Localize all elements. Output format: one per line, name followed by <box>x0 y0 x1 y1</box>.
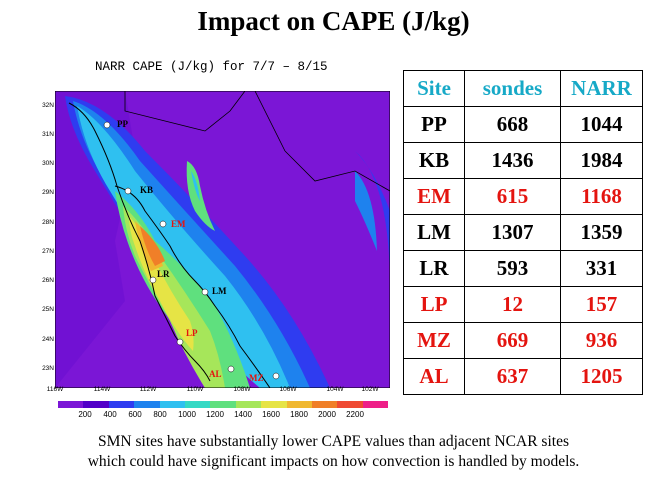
colorbar-label: 1800 <box>290 410 308 419</box>
site-label-al: AL <box>209 369 222 379</box>
cell-sondes: 1307 <box>464 214 561 251</box>
site-label-mz: MZ <box>249 373 264 383</box>
site-label-kb: KB <box>140 185 153 195</box>
lon-label: 110W <box>186 386 204 393</box>
colorbar-segment <box>337 401 363 408</box>
header-sondes: sondes <box>464 70 561 107</box>
lon-label: 114W <box>93 386 111 393</box>
colorbar-segment <box>235 401 262 408</box>
site-label-lr: LR <box>157 269 170 279</box>
lon-label: 108W <box>233 386 251 393</box>
cell-site: KB <box>403 142 465 179</box>
caption-line: which could have significant impacts on … <box>87 453 580 470</box>
colorbar-label: 2200 <box>346 410 364 419</box>
lat-label: 29N <box>42 189 54 196</box>
cell-site: LM <box>403 214 465 251</box>
colorbar-label: 2000 <box>318 410 336 419</box>
cell-site: EM <box>403 178 465 215</box>
table-row: KB 1436 1984 <box>403 142 643 179</box>
colorbar-segment <box>134 401 160 408</box>
cell-narr: 1044 <box>560 106 643 143</box>
colorbar-segment <box>184 401 211 408</box>
table-row: LP 12 157 <box>403 286 643 323</box>
colorbar-label: 1200 <box>206 410 224 419</box>
lat-label: 30N <box>42 160 54 167</box>
cell-site: PP <box>403 106 465 143</box>
site-label-em: EM <box>171 219 186 229</box>
site-label-lm: LM <box>212 286 227 296</box>
cell-site: LR <box>403 250 465 287</box>
cell-narr: 157 <box>560 286 643 323</box>
site-label-lp: LP <box>186 328 198 338</box>
lat-label: 28N <box>42 219 54 226</box>
colorbar-label: 1400 <box>234 410 252 419</box>
lat-label: 32N <box>42 102 54 109</box>
lon-label: 104W <box>326 386 344 393</box>
cell-sondes: 12 <box>464 286 561 323</box>
cell-sondes: 637 <box>464 358 561 395</box>
table-row: MZ 669 936 <box>403 322 643 359</box>
lat-label: 27N <box>42 248 54 255</box>
site-label-pp: PP <box>117 119 128 129</box>
colorbar-label: 800 <box>153 410 167 419</box>
cell-narr: 936 <box>560 322 643 359</box>
cape-map-graphic: PP KB EM LR LM LP AL MZ <box>55 91 390 388</box>
colorbar-label: 200 <box>78 410 92 419</box>
header-site: Site <box>403 70 465 107</box>
table-row: LM 1307 1359 <box>403 214 643 251</box>
colorbar-label: 400 <box>103 410 117 419</box>
colorbar-label: 600 <box>128 410 142 419</box>
colorbar-segment <box>261 401 287 408</box>
colorbar-segment <box>210 401 236 408</box>
cell-narr: 1205 <box>560 358 643 395</box>
table-row: LR 593 331 <box>403 250 643 287</box>
cell-site: MZ <box>403 322 465 359</box>
lat-label: 24N <box>42 336 54 343</box>
cell-sondes: 669 <box>464 322 561 359</box>
lat-label: 23N <box>42 365 54 372</box>
caption-line: SMN sites have substantially lower CAPE … <box>98 433 569 450</box>
table-header-row: Site sondes NARR <box>403 70 643 107</box>
colorbar-segment <box>362 401 389 408</box>
table-row: AL 637 1205 <box>403 358 643 395</box>
table-row: PP 668 1044 <box>403 106 643 143</box>
colorbar-segment <box>83 401 109 408</box>
lon-label: 102W <box>361 386 379 393</box>
header-narr: NARR <box>560 70 643 107</box>
lon-label: 106W <box>279 386 297 393</box>
colorbar-segment <box>159 401 185 408</box>
cell-narr: 1359 <box>560 214 643 251</box>
lon-label: 112W <box>139 386 157 393</box>
cell-sondes: 593 <box>464 250 561 287</box>
lat-label: 26N <box>42 277 54 284</box>
colorbar-segment <box>58 401 84 408</box>
cape-comparison-table: Site sondes NARR PP 668 1044 KB 1436 1984 EM 61… <box>403 70 643 395</box>
map-title: NARR CAPE (J/kg) for 7/7 – 8/15 <box>95 60 328 74</box>
cell-site: LP <box>403 286 465 323</box>
cell-narr: 1168 <box>560 178 643 215</box>
cell-site: AL <box>403 358 465 395</box>
lat-label: 25N <box>42 306 54 313</box>
colorbar-segment <box>286 401 312 408</box>
slide-title: Impact on CAPE (J/kg) <box>197 6 470 36</box>
lon-label: 116W <box>46 386 64 393</box>
table-row: EM 615 1168 <box>403 178 643 215</box>
cell-sondes: 1436 <box>464 142 561 179</box>
cell-sondes: 615 <box>464 178 561 215</box>
colorbar-label: 1600 <box>262 410 280 419</box>
colorbar-segment <box>311 401 338 408</box>
colorbar-label: 1000 <box>178 410 196 419</box>
cell-sondes: 668 <box>464 106 561 143</box>
cape-map: PP KB EM LR LM LP AL MZ <box>55 91 390 388</box>
cell-narr: 1984 <box>560 142 643 179</box>
caption: SMN sites have substantially lower CAPE … <box>0 432 667 472</box>
lat-label: 31N <box>42 131 54 138</box>
cell-narr: 331 <box>560 250 643 287</box>
colorbar <box>58 401 389 408</box>
colorbar-segment <box>108 401 135 408</box>
